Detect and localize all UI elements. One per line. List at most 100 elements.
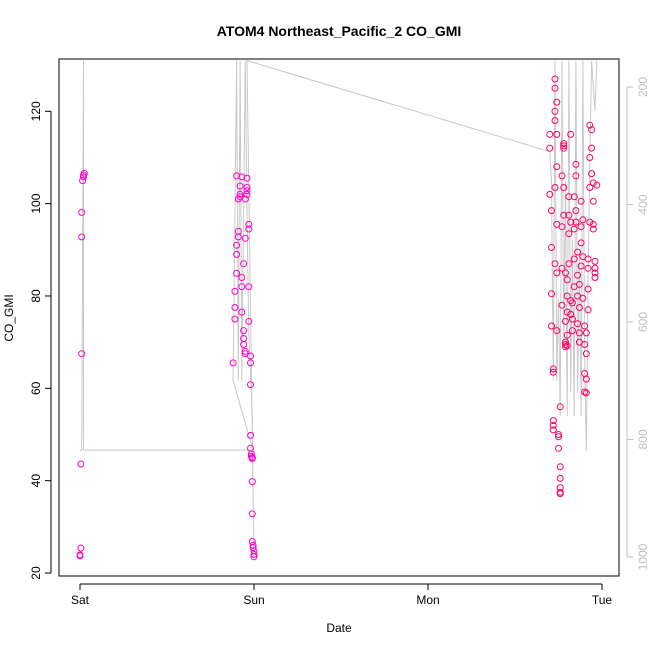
data-point [575, 304, 583, 311]
data-point [591, 274, 599, 281]
data-point [574, 271, 582, 279]
data-point [549, 426, 557, 434]
data-point [546, 144, 554, 152]
data-point [553, 269, 561, 277]
data-point [579, 294, 587, 302]
data-point [565, 193, 573, 201]
data-point [553, 98, 561, 106]
data-point [582, 350, 590, 358]
data-point [577, 239, 585, 247]
data-point [586, 154, 594, 161]
data-point [548, 322, 555, 330]
data-point [570, 225, 578, 233]
data-point [588, 126, 596, 134]
data-point [570, 193, 578, 201]
x-tick-label: Mon [416, 593, 439, 607]
data-point [247, 359, 254, 367]
data-point [240, 260, 248, 268]
data-point [570, 255, 578, 263]
data-point [553, 163, 561, 171]
data-point [572, 218, 580, 226]
x-tick-label: Tue [592, 593, 613, 607]
data-point [579, 216, 587, 224]
data-point [77, 460, 85, 468]
data-point [238, 283, 246, 291]
y-tick-label: 100 [29, 193, 43, 213]
data-point [588, 144, 596, 152]
data-point [562, 317, 569, 325]
data-point [593, 181, 601, 189]
data-point [243, 187, 251, 195]
data-point [586, 184, 594, 191]
data-point [551, 260, 559, 268]
data-point [233, 172, 241, 180]
data-point [78, 233, 86, 241]
data-point [245, 225, 253, 233]
data-point [567, 310, 575, 318]
data-point [78, 208, 86, 216]
data-point [574, 248, 582, 256]
data-point [560, 144, 568, 152]
data-point [546, 130, 554, 138]
data-point [589, 220, 597, 228]
data-point [548, 244, 555, 251]
data-point [243, 174, 251, 182]
data-point [556, 488, 564, 496]
data-point [234, 227, 242, 235]
data-point [250, 553, 258, 561]
data-point [555, 431, 562, 438]
data-point [562, 269, 569, 277]
data-point [234, 195, 242, 203]
data-point [80, 173, 87, 181]
data-point [241, 234, 249, 242]
data-point [231, 287, 239, 295]
data-point [565, 211, 573, 219]
data-point [238, 274, 246, 281]
data-point [250, 551, 258, 558]
data-point [586, 121, 594, 129]
data-point [245, 220, 253, 228]
y2-tick-label: 200 [636, 77, 650, 97]
plot-area [58, 58, 620, 577]
data-point [238, 308, 246, 316]
data-point [591, 257, 599, 265]
data-point [249, 544, 257, 552]
data-point [558, 223, 566, 231]
points-layer [76, 75, 601, 561]
data-point [555, 433, 562, 441]
data-point [560, 211, 568, 219]
data-point [574, 320, 582, 328]
data-point [551, 107, 559, 115]
data-point [563, 342, 571, 350]
data-point [560, 140, 568, 148]
data-point [248, 455, 256, 462]
data-point [558, 301, 566, 309]
data-point [245, 283, 253, 291]
data-point [553, 130, 561, 138]
data-point [551, 117, 559, 124]
data-point [245, 317, 253, 325]
data-point [551, 184, 559, 191]
y-tick-label: 20 [29, 566, 43, 580]
data-point [562, 341, 569, 348]
data-point [584, 285, 592, 293]
data-point [586, 218, 594, 226]
data-point [575, 329, 583, 337]
x-axis-label: Date [326, 621, 352, 635]
data-point [568, 299, 576, 307]
x-axis: Sat Sun Mon Tue [71, 583, 613, 607]
data-point [567, 130, 575, 138]
data-point [549, 365, 557, 373]
data-point [551, 75, 559, 83]
data-point [236, 190, 244, 198]
data-point [577, 262, 585, 270]
y2-tick-label: 400 [636, 194, 650, 214]
data-point [581, 341, 589, 348]
x-tick-label: Sat [71, 593, 90, 607]
data-point [549, 421, 557, 429]
y-axis: 20 40 60 80 100 120 [29, 101, 52, 580]
data-point [563, 292, 571, 300]
y-axis-label: CO_GMI [2, 294, 16, 341]
data-point [562, 338, 569, 346]
